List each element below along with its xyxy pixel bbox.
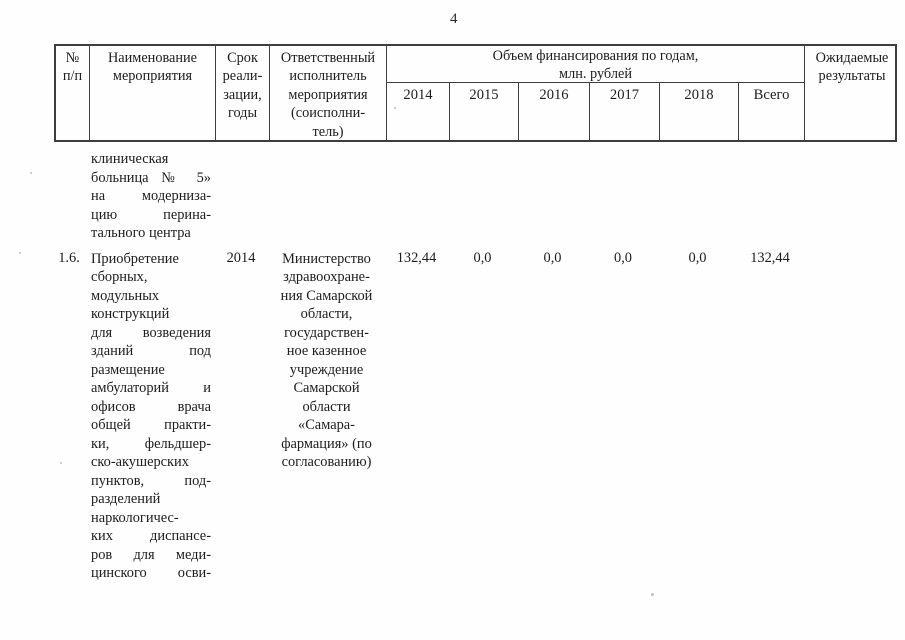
cell-num: 1.6. (58, 249, 80, 266)
text-line: ких диспансе- (91, 528, 211, 544)
text-line: ния Самарской (280, 287, 373, 304)
text-line: мероприятия (112, 68, 193, 85)
text-line: фармация» (по (281, 435, 372, 452)
text-line: Срок (227, 50, 258, 66)
header-cell-term: Срок реали-зации, годы (216, 46, 270, 140)
text-line: «Самара- (298, 417, 355, 433)
header-cell-num: № п/п (56, 46, 90, 140)
text-line: № (65, 50, 80, 66)
text-line: больница № 5» (91, 169, 211, 186)
text-line: цинского осви- (91, 565, 211, 581)
text-line: конструкций (91, 306, 170, 322)
text-line: области (302, 398, 351, 415)
text-line: согласованию) (281, 454, 372, 470)
text-line: тель) (312, 123, 344, 140)
scan-speck (60, 462, 62, 464)
cell-activity-name: Приобретение сборных, модульных конструкций… (88, 250, 214, 583)
cell-term: 2014 (226, 249, 256, 266)
program-financing-table: № п/п Наименование мероприятия Срок реали-з… (54, 44, 897, 583)
header-cell-name: Наименование мероприятия (90, 46, 216, 140)
header-cell-year-2014: 2014 (387, 83, 450, 140)
header-cell-expected-results: Ожидаемые результаты (805, 46, 899, 140)
cell-value-total: 132,44 (750, 249, 790, 266)
header-cell-funding-span: Объем финансирования по годам, млн. рубле… (387, 46, 805, 83)
text-line: клиническая (91, 151, 169, 167)
text-line: ров для меди- (91, 546, 211, 563)
text-line: здравоохране- (283, 269, 370, 285)
text-line: зданий под (91, 343, 211, 359)
text-line: на модерниза- (91, 188, 211, 204)
text-line: Министерство (282, 250, 371, 267)
header-cell-executor: Ответственный исполнитель мероприятия (соис… (270, 46, 387, 140)
text-line: для возведения (91, 324, 211, 341)
text-line: Объем финансирования по годам, (492, 48, 699, 64)
table-row-1-6: 1.6. Приобретение сборных, модульных констр… (54, 250, 897, 583)
scan-speck (30, 172, 32, 174)
text-line: ки, фельдшер- (91, 435, 211, 452)
text-line: п/п (62, 68, 83, 85)
cell-value-2015: 0,0 (473, 249, 492, 266)
text-line: ско-акушерских (91, 454, 189, 470)
text-line: ное казенное (286, 343, 367, 359)
cell-activity-name: клиническая больница № 5» на модерниза-цию… (88, 150, 214, 243)
scan-speck (394, 107, 396, 109)
text-line: общей практи- (91, 417, 211, 433)
text-line: зации, (223, 86, 262, 103)
text-line: наркологичес- (91, 509, 179, 526)
cell-value-2018: 0,0 (688, 249, 707, 266)
text-line: размещение (91, 361, 165, 378)
text-line: реали- (222, 68, 263, 85)
text-line: Ответственный (280, 50, 376, 66)
cell-value-2014: 132,44 (396, 249, 437, 266)
header-cell-total: Всего (739, 83, 805, 140)
text-line: области, (300, 306, 353, 322)
text-line: офисов врача (91, 398, 211, 415)
text-line: исполнитель (289, 68, 367, 85)
text-line: Самарской (293, 380, 360, 396)
text-line: учреждение (289, 361, 364, 378)
text-line: тального центра (91, 225, 191, 241)
cell-value-2017: 0,0 (614, 249, 632, 266)
header-cell-year-2016: 2016 (519, 83, 590, 140)
cell-executor: Министерство здравоохране-ния Самарской об… (268, 250, 385, 472)
table-body: клиническая больница № 5» на модерниза-цию… (54, 150, 897, 583)
text-line: модульных (91, 287, 160, 304)
scan-speck (19, 252, 21, 254)
text-line: мероприятия (288, 86, 368, 103)
table-row-continuation: клиническая больница № 5» на модерниза-цию… (54, 150, 897, 243)
text-line: (соисполни- (290, 105, 366, 122)
text-line: годы (227, 105, 258, 122)
scan-speck (651, 593, 654, 596)
text-line: цию перина- (91, 206, 211, 223)
text-line: Приобретение (91, 250, 179, 267)
table-header: № п/п Наименование мероприятия Срок реали-з… (54, 44, 897, 142)
header-cell-year-2015: 2015 (450, 83, 519, 140)
page-number: 4 (450, 11, 458, 27)
text-line: результаты (818, 68, 886, 85)
text-line: Наименование (107, 50, 198, 66)
text-line: разделений (91, 491, 161, 507)
cell-value-2016: 0,0 (543, 249, 562, 266)
header-cell-year-2017: 2017 (590, 83, 660, 140)
text-line: амбулаторий и (91, 380, 211, 396)
text-line: Ожидаемые (815, 50, 889, 66)
text-line: государствен- (284, 324, 369, 341)
text-line: пунктов, под- (91, 472, 211, 489)
text-line: сборных, (91, 269, 148, 285)
header-cell-year-2018: 2018 (660, 83, 739, 140)
text-line: млн. рублей (559, 66, 632, 83)
